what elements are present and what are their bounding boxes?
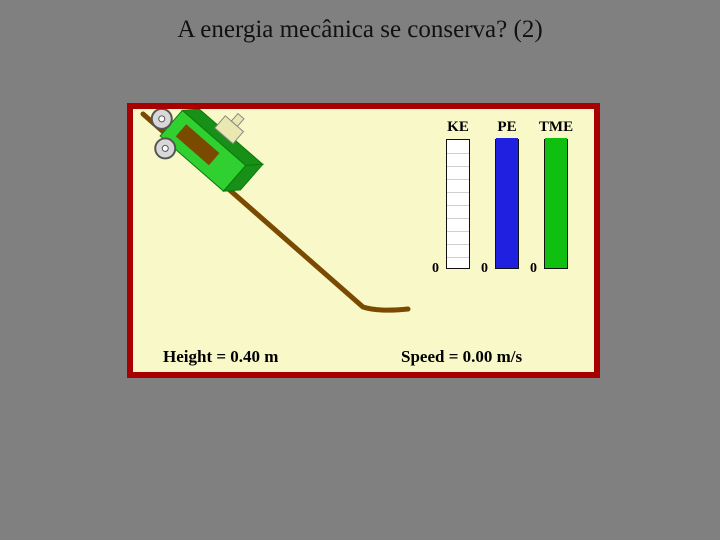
height-readout: Height = 0.40 m <box>163 347 278 367</box>
pe-zero-label: 0 <box>481 261 488 277</box>
pe-bar <box>495 139 519 269</box>
speed-readout: Speed = 0.00 m/s <box>401 347 522 367</box>
diagram-panel: KE 0 PE 0 TME 0 Height = 0.40 m Speed = 0.00 … <box>133 109 594 372</box>
pe-label: PE <box>483 119 531 136</box>
tme-zero-label: 0 <box>530 261 537 277</box>
page-title: A energia mecânica se conserva? (2) <box>0 16 720 44</box>
ke-label: KE <box>434 119 482 136</box>
tme-bar <box>544 139 568 269</box>
cart <box>135 109 278 211</box>
ramp-scene <box>133 109 433 334</box>
ke-bar <box>446 139 470 269</box>
tme-bar-fill <box>545 138 567 268</box>
ke-zero-label: 0 <box>432 261 439 277</box>
tme-label: TME <box>532 119 580 136</box>
pe-bar-fill <box>496 138 518 268</box>
